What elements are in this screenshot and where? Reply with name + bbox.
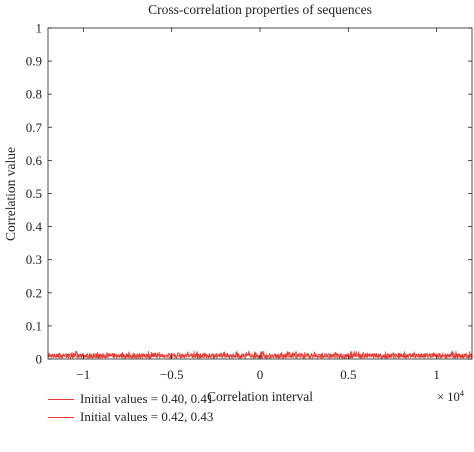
chart-title: Cross-correlation properties of sequence…	[148, 2, 372, 17]
y-tick-label: 0.5	[26, 186, 42, 201]
x-tick-label: −1	[76, 367, 90, 382]
x-axis-label: Correlation interval	[207, 389, 313, 404]
x-tick-label: 0.5	[340, 367, 356, 382]
x-axis-multiplier: × 104	[437, 388, 465, 404]
y-tick-label: 0.8	[26, 87, 42, 102]
legend-label: Initial values = 0.40, 0.41	[80, 391, 214, 406]
x-multiplier-base: × 10	[437, 390, 460, 404]
x-tick-label: 1	[433, 367, 440, 382]
y-axis-label: Correlation value	[3, 147, 18, 241]
y-tick-label: 0.6	[26, 153, 43, 168]
y-tick-label: 0.9	[26, 54, 42, 69]
y-tick-label: 0.4	[26, 219, 43, 234]
legend: Initial values = 0.40, 0.41 Initial valu…	[48, 390, 213, 426]
y-axis: 0 0.1 0.2 0.3 0.4 0.5 0.6 0.7 0.8 0.9 1	[26, 21, 472, 367]
x-multiplier-exponent: 4	[460, 388, 465, 398]
y-tick-label: 1	[36, 21, 43, 36]
x-tick-label: 0	[257, 367, 264, 382]
plot-frame	[47, 27, 473, 360]
legend-item: Initial values = 0.42, 0.43	[48, 408, 213, 426]
y-tick-label: 0.2	[26, 285, 42, 300]
y-tick-label: 0.1	[26, 318, 42, 333]
x-tick-label: −0.5	[160, 367, 184, 382]
x-axis: −1 −0.5 0 0.5 1	[76, 28, 440, 382]
legend-item: Initial values = 0.40, 0.41	[48, 390, 213, 408]
legend-label: Initial values = 0.42, 0.43	[80, 409, 214, 424]
legend-swatch	[48, 417, 74, 418]
y-tick-label: 0.3	[26, 252, 42, 267]
y-tick-label: 0	[36, 352, 43, 367]
legend-swatch	[48, 399, 74, 400]
y-tick-label: 0.7	[26, 120, 43, 135]
